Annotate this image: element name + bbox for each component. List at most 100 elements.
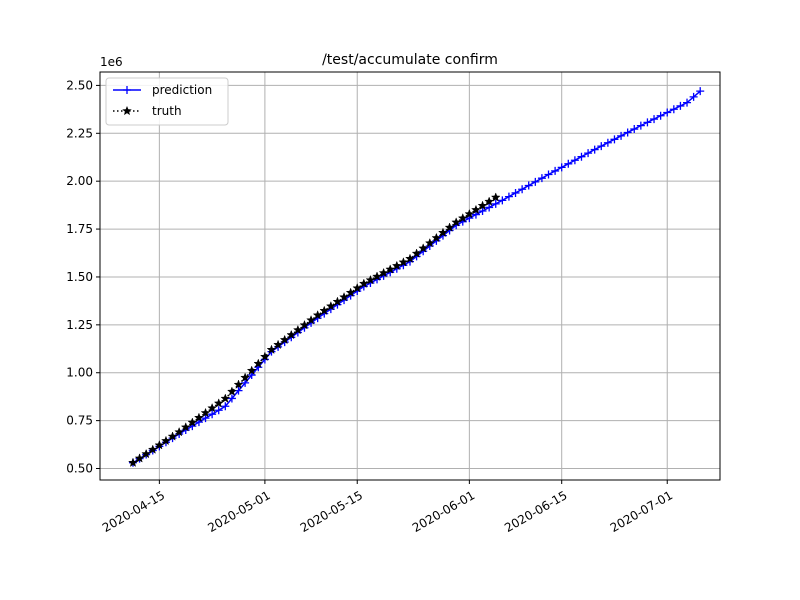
series-marker-truth	[444, 222, 455, 232]
series-marker-truth	[372, 271, 382, 281]
series-marker-prediction	[623, 128, 632, 137]
series-marker-truth	[200, 407, 211, 418]
series-marker-truth	[187, 417, 198, 427]
series-marker-prediction	[485, 203, 494, 212]
series-marker-prediction	[636, 121, 645, 130]
series-marker-truth	[312, 310, 323, 320]
series-marker-prediction	[650, 115, 659, 124]
series-marker-prediction	[676, 101, 685, 110]
x-tick-label: 2020-04-15	[100, 488, 167, 535]
series-marker-prediction	[643, 118, 652, 127]
series-marker-prediction	[524, 181, 533, 190]
x-tick-label: 2020-07-01	[608, 488, 675, 535]
series-marker-truth	[477, 200, 488, 210]
series-marker-truth	[292, 324, 303, 335]
series-marker-truth	[332, 296, 343, 306]
series-marker-prediction	[498, 196, 507, 205]
series-marker-prediction	[597, 142, 606, 151]
legend: prediction truth	[105, 77, 229, 126]
series-marker-truth	[424, 237, 435, 248]
series-marker-truth	[220, 393, 231, 403]
series-marker-prediction	[537, 174, 546, 183]
series-marker-truth	[385, 264, 396, 274]
series-marker-prediction	[564, 159, 573, 168]
series-marker-prediction	[214, 406, 223, 415]
series-marker-prediction	[696, 87, 705, 96]
series-marker-prediction	[201, 414, 210, 423]
series-marker-truth	[279, 334, 290, 345]
x-tick-label: 2020-06-01	[410, 488, 477, 535]
series-marker-truth	[180, 422, 191, 432]
series-marker-truth	[339, 292, 349, 302]
series-marker-truth	[405, 253, 415, 263]
series-marker-truth	[352, 282, 363, 293]
series-marker-truth	[253, 358, 264, 368]
series-marker-truth	[233, 379, 244, 389]
y-tick-label: 1.75	[66, 222, 93, 236]
series-marker-truth	[207, 402, 218, 413]
series-marker-prediction	[610, 135, 619, 144]
series-marker-truth	[411, 248, 422, 258]
series-marker-truth	[193, 412, 204, 422]
series-marker-prediction	[544, 170, 553, 179]
series-marker-prediction	[208, 410, 217, 419]
series-marker-truth	[358, 278, 369, 288]
series-marker-truth	[418, 243, 429, 253]
series-marker-truth	[378, 267, 389, 278]
x-tick-label: 2020-06-15	[502, 488, 569, 535]
series-marker-truth	[484, 196, 495, 206]
series-marker-truth	[154, 440, 165, 450]
legend-label-prediction: prediction	[152, 83, 212, 97]
series-marker-prediction	[557, 163, 566, 172]
series-marker-prediction	[221, 402, 230, 411]
series-marker-prediction	[663, 108, 672, 117]
series-marker-truth	[266, 344, 277, 354]
y-tick-label: 2.50	[66, 78, 93, 92]
legend-marker-truth	[122, 105, 132, 116]
x-tick-label: 2020-05-15	[298, 488, 365, 535]
series-marker-prediction	[683, 98, 692, 107]
series-marker-truth	[457, 213, 468, 223]
series-marker-truth	[299, 319, 310, 330]
plot-area-frame	[99, 71, 721, 481]
series-marker-truth	[134, 453, 145, 463]
y-tick-label: 0.75	[66, 414, 93, 428]
series-marker-truth	[431, 232, 442, 243]
series-marker-prediction	[241, 378, 250, 387]
series-marker-truth	[240, 372, 251, 382]
series-marker-truth	[345, 287, 356, 297]
series-marker-truth	[141, 448, 152, 459]
series-marker-truth	[246, 365, 257, 375]
series-marker-truth	[438, 227, 448, 237]
series-marker-truth	[391, 260, 402, 271]
series-marker-truth	[259, 351, 270, 361]
series-marker-prediction	[551, 166, 560, 175]
series-marker-truth	[273, 339, 284, 350]
series-marker-truth	[464, 208, 475, 219]
y-tick-label: 1.25	[66, 318, 93, 332]
series-marker-truth	[471, 204, 481, 215]
series-marker-prediction	[227, 394, 236, 403]
series-marker-prediction	[531, 177, 540, 186]
series-layer	[128, 87, 705, 467]
axes: 2020-04-15 2020-05-01 2020-05-15 2020-06-01…	[66, 78, 675, 535]
series-marker-truth	[213, 398, 224, 408]
series-marker-prediction	[689, 92, 698, 101]
y-tick-label: 1.50	[66, 270, 93, 284]
series-marker-prediction	[577, 152, 586, 161]
series-marker-prediction	[669, 105, 678, 114]
series-marker-truth	[325, 301, 336, 311]
series-marker-prediction	[511, 188, 520, 197]
series-marker-truth	[128, 457, 138, 467]
series-marker-truth	[306, 314, 317, 325]
series-marker-truth	[490, 192, 501, 202]
legend-label-truth: truth	[152, 104, 182, 118]
series-marker-truth	[147, 444, 158, 454]
y-tick-label: 0.50	[66, 462, 93, 476]
series-marker-prediction	[617, 131, 626, 140]
series-marker-truth	[398, 257, 409, 267]
series-marker-truth	[365, 274, 376, 285]
series-marker-prediction	[630, 125, 639, 134]
y-tick-label: 2.25	[66, 126, 93, 140]
